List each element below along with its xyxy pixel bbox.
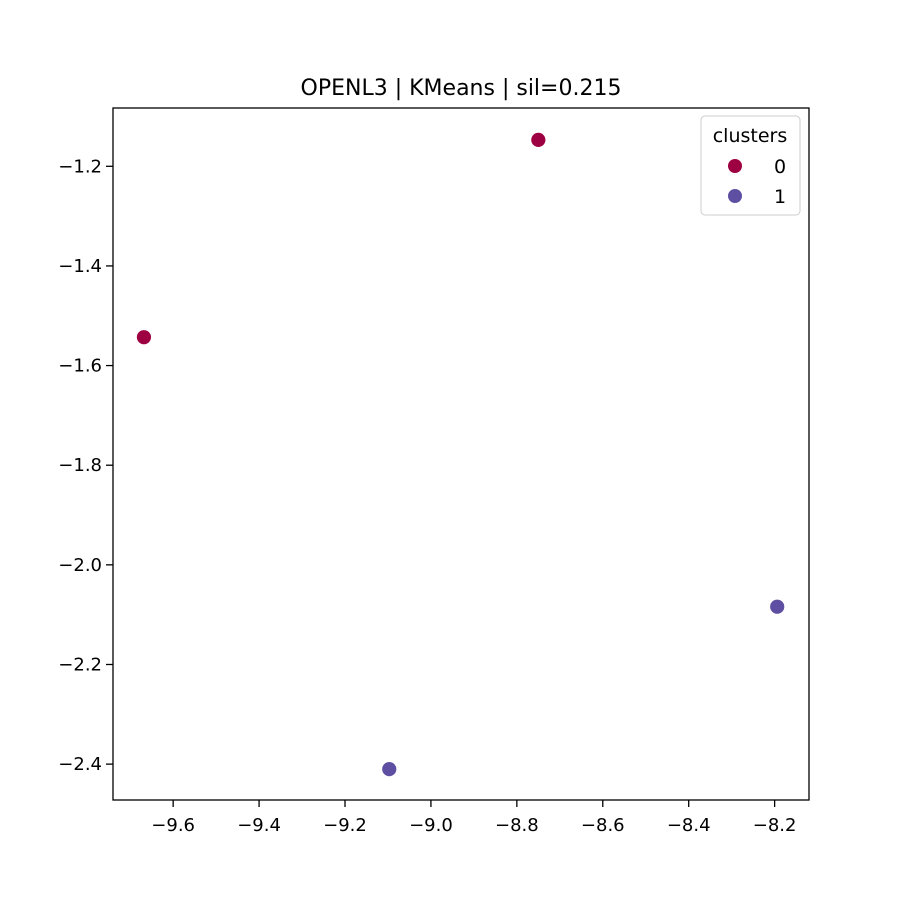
legend-marker-1 xyxy=(728,189,742,203)
x-axis: −9.6 −9.4 −9.2 −9.0 −8.8 −8.6 −8.4 −8.2 xyxy=(151,800,796,836)
scatter-point-cluster-1 xyxy=(381,761,398,778)
chart-title: OPENL3 | KMeans | sil=0.215 xyxy=(301,76,622,101)
scatter-point-cluster-0 xyxy=(136,329,152,346)
y-tick-label: −1.8 xyxy=(58,455,102,476)
y-tick-label: −1.4 xyxy=(58,256,102,277)
legend-title: clusters xyxy=(713,125,788,147)
x-tick-label: −9.0 xyxy=(409,815,453,836)
plot-frame xyxy=(112,107,810,801)
x-tick-label: −9.4 xyxy=(237,815,281,836)
legend: clusters 0 1 xyxy=(700,115,801,216)
legend-box xyxy=(700,115,801,216)
y-tick-label: −2.0 xyxy=(58,555,102,576)
y-axis: −1.2 −1.4 −1.6 −1.8 −2.0 −2.2 −2.4 xyxy=(58,156,113,775)
x-tick-label: −9.2 xyxy=(323,815,367,836)
scatter-point-cluster-1 xyxy=(769,598,786,615)
y-tick-label: −1.6 xyxy=(58,356,102,377)
y-tick-label: −1.2 xyxy=(58,156,102,177)
x-tick-label: −8.4 xyxy=(667,815,711,836)
x-tick-label: −9.6 xyxy=(151,815,195,836)
legend-marker-0 xyxy=(728,159,742,173)
x-tick-label: −8.2 xyxy=(753,815,797,836)
legend-label-0: 0 xyxy=(774,156,786,178)
y-tick-label: −2.4 xyxy=(58,754,102,775)
legend-label-1: 1 xyxy=(774,186,786,208)
y-tick-label: −2.2 xyxy=(58,654,102,675)
x-tick-label: −8.8 xyxy=(495,815,539,836)
data-points xyxy=(136,131,786,778)
x-tick-label: −8.6 xyxy=(581,815,625,836)
scatter-point-cluster-0 xyxy=(530,131,547,148)
